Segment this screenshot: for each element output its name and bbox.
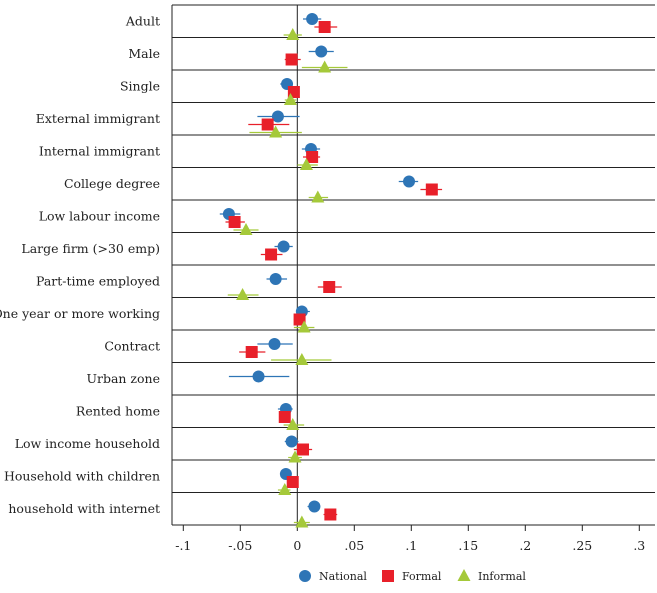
informal-point xyxy=(295,353,309,365)
category-label: household with internet xyxy=(8,501,160,516)
category-label: Adult xyxy=(125,13,160,28)
national-point xyxy=(315,45,328,58)
formal-point xyxy=(278,411,291,423)
national-point xyxy=(252,370,265,383)
x-tick-label: 0 xyxy=(293,538,301,553)
informal-point xyxy=(299,158,313,170)
national-point xyxy=(285,435,298,448)
formal-point xyxy=(228,216,241,228)
informal-point xyxy=(239,223,253,235)
informal-point xyxy=(269,125,283,138)
category-label: College degree xyxy=(64,176,160,191)
category-label: Low income household xyxy=(15,436,160,451)
category-label: Rented home xyxy=(76,403,160,418)
formal-legend-marker xyxy=(382,570,394,582)
category-label: One year or more working xyxy=(0,306,160,321)
formal-point xyxy=(297,443,309,456)
informal-point xyxy=(278,483,292,495)
category-label: External immigrant xyxy=(36,111,160,126)
legend-label: Formal xyxy=(402,570,442,583)
formal-point xyxy=(261,118,274,131)
x-tick-label: .3 xyxy=(633,538,645,553)
formal-point xyxy=(285,53,298,66)
national-point xyxy=(268,338,281,350)
formal-point xyxy=(323,281,336,293)
x-tick-label: -.05 xyxy=(228,538,252,553)
informal-point xyxy=(318,60,332,73)
category-label: Single xyxy=(120,78,160,93)
category-label: Large firm (>30 emp) xyxy=(21,241,160,256)
national-point xyxy=(308,500,321,513)
national-point xyxy=(271,110,284,123)
category-label: Low labour income xyxy=(39,208,160,223)
formal-point xyxy=(306,151,319,163)
national-legend-marker xyxy=(299,570,311,582)
informal-point xyxy=(286,28,300,40)
informal-point xyxy=(236,288,250,300)
category-label: Urban zone xyxy=(86,371,160,386)
informal-legend-marker xyxy=(457,569,471,581)
legend-label: Informal xyxy=(478,570,526,583)
formal-point xyxy=(318,21,331,33)
category-label: Internal immigrant xyxy=(39,143,160,158)
formal-point xyxy=(293,313,306,326)
formal-point xyxy=(425,183,438,196)
x-tick-label: .25 xyxy=(572,538,592,553)
national-point xyxy=(403,175,416,188)
x-tick-label: .05 xyxy=(344,538,364,553)
category-label: Contract xyxy=(104,338,160,353)
formal-point xyxy=(265,248,278,261)
informal-point xyxy=(297,320,311,333)
legend-label: National xyxy=(319,570,367,583)
informal-point xyxy=(286,418,300,430)
national-point xyxy=(269,273,282,285)
informal-point xyxy=(295,515,309,528)
informal-point xyxy=(288,450,302,463)
x-tick-label: .1 xyxy=(405,538,417,553)
informal-point xyxy=(311,190,325,203)
category-label: Male xyxy=(128,46,160,61)
formal-point xyxy=(324,508,337,521)
informal-point xyxy=(283,93,297,105)
category-label: Part-time employed xyxy=(36,273,160,288)
national-point xyxy=(277,240,290,253)
x-tick-label: .2 xyxy=(519,538,531,553)
formal-point xyxy=(286,476,299,488)
x-tick-label: -.1 xyxy=(175,538,191,553)
x-tick-label: .15 xyxy=(458,538,478,553)
formal-point xyxy=(245,346,258,358)
category-label: Household with children xyxy=(4,468,160,483)
national-point xyxy=(306,13,319,25)
